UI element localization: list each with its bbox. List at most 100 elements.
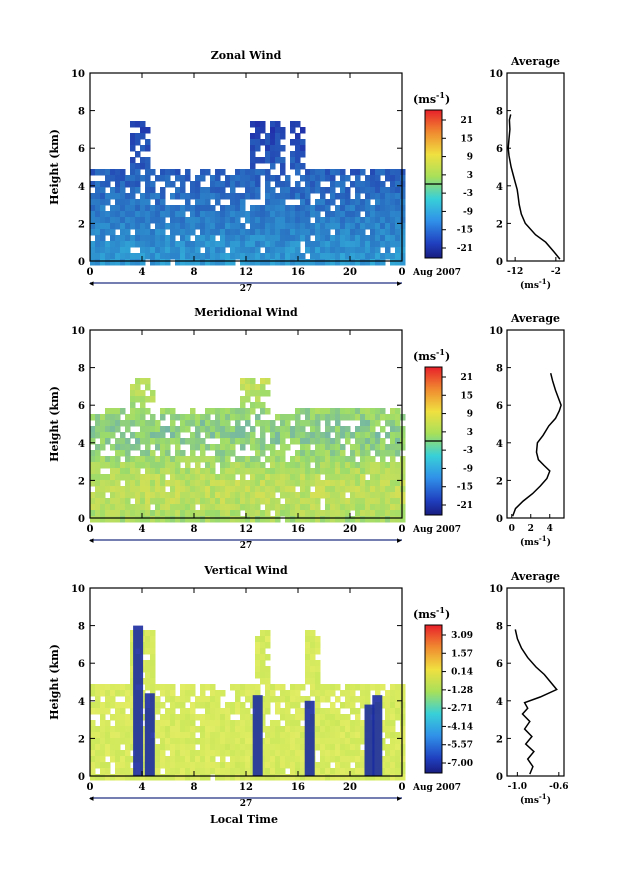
zonal-profile-y-tick: 8 (496, 107, 503, 118)
x-axis-label: Local Time (210, 813, 278, 826)
zonal-profile-unit: (ms-1) (520, 277, 551, 291)
meridional-colorbar-tick: 15 (460, 391, 473, 401)
zonal-colorbar-tick: 9 (467, 153, 473, 163)
meridional-y-axis-label: Height (km) (48, 386, 61, 462)
zonal-profile-y-tick: 10 (489, 69, 503, 80)
zonal-y-tick-label: 4 (78, 182, 85, 193)
meridional-x-tick-label: 4 (139, 524, 146, 535)
vertical-colorbar (424, 624, 443, 774)
meridional-profile-y-tick: 10 (489, 326, 503, 337)
zonal-profile-y-tick: 6 (496, 144, 503, 155)
meridional-x-tick-label: 12 (239, 524, 253, 535)
vertical-profile-y-tick: 6 (496, 659, 503, 670)
vertical-profile-frame (506, 587, 565, 777)
vertical-colorbar-tick: 3.09 (451, 631, 473, 641)
vertical-y-tick-label: 0 (78, 772, 85, 783)
vertical-wind-downdraft-column (372, 695, 383, 776)
vertical-y-tick-label: 8 (78, 622, 85, 633)
vertical-colorbar-tick: -5.57 (447, 741, 473, 751)
zonal-profile-y-tick: 4 (496, 182, 503, 193)
vertical-profile-y-tick: 4 (496, 697, 503, 708)
vertical-wind-downdraft-column (304, 700, 315, 776)
vertical-x-tick-label: 4 (139, 782, 146, 793)
zonal-profile-frame (506, 72, 565, 262)
zonal-profile-title: Average (510, 55, 560, 68)
meridional-x-tick-label: 16 (291, 524, 305, 535)
vertical-title: Vertical Wind (203, 564, 288, 577)
vertical-colorbar-tick: -7.00 (447, 759, 473, 769)
meridional-colorbar-tick: -9 (463, 464, 473, 474)
zonal-x-tick-label: 0 (87, 267, 94, 278)
meridional-colorbar-tick: 3 (467, 428, 473, 438)
zonal-x-tick-label: 4 (139, 267, 146, 278)
zonal-x-tick-label: 20 (343, 267, 357, 278)
vertical-profile-y-tick: 8 (496, 622, 503, 633)
meridional-profile-x-tick: 2 (528, 524, 534, 534)
vertical-colorbar-tick: -1.28 (447, 686, 473, 696)
meridional-colorbar-tick: 9 (467, 410, 473, 420)
vertical-profile-unit: (ms-1) (520, 792, 551, 806)
vertical-y-tick-label: 4 (78, 697, 85, 708)
vertical-wind-downdraft-column (144, 693, 155, 776)
meridional-profile-unit: (ms-1) (520, 534, 551, 548)
zonal-y-tick-label: 10 (71, 69, 85, 80)
meridional-profile-y-tick: 8 (496, 364, 503, 375)
vertical-x-tick-label: 20 (343, 782, 357, 793)
zonal-colorbar-tick: -3 (463, 189, 473, 199)
meridional-date-bar-left-marker: ◂ (89, 536, 94, 546)
meridional-day-label: 27 (240, 541, 253, 551)
vertical-wind-downdraft-column (133, 625, 144, 776)
zonal-x-tick-label: 16 (291, 267, 305, 278)
vertical-profile-title: Average (510, 570, 560, 583)
zonal-profile-x-tick: -12 (507, 267, 523, 277)
meridional-profile-line (511, 373, 562, 517)
zonal-x-tick-label: 0 (399, 267, 406, 278)
meridional-y-tick-label: 4 (78, 439, 85, 450)
meridional-date-bar-right-marker: ▸ (397, 536, 402, 546)
zonal-day-label: 27 (240, 284, 253, 294)
vertical-date-label: Aug 2007 (412, 783, 461, 793)
zonal-date-label: Aug 2007 (412, 268, 461, 278)
zonal-profile-y-tick: 0 (496, 257, 503, 268)
vertical-colorbar-unit: (ms-1) (413, 605, 450, 621)
zonal-colorbar-tick: -21 (457, 244, 473, 254)
vertical-x-tick-label: 16 (291, 782, 305, 793)
meridional-profile-y-tick: 0 (496, 514, 503, 525)
meridional-profile-frame (506, 329, 565, 519)
meridional-colorbar-tick: -15 (457, 483, 473, 493)
meridional-y-tick-label: 8 (78, 364, 85, 375)
vertical-day-label: 27 (240, 799, 253, 809)
zonal-y-tick-label: 0 (78, 257, 85, 268)
zonal-date-bar-right-marker: ▸ (397, 279, 402, 289)
zonal-title: Zonal Wind (211, 49, 282, 62)
zonal-colorbar-unit: (ms-1) (413, 90, 450, 106)
vertical-profile-x-tick: -0.6 (549, 782, 568, 792)
vertical-y-axis-label: Height (km) (48, 644, 61, 720)
zonal-heatmap-cells (90, 121, 406, 266)
vertical-y-tick-label: 2 (78, 734, 85, 745)
meridional-y-tick-label: 2 (78, 476, 85, 487)
zonal-y-tick-label: 8 (78, 107, 85, 118)
zonal-y-axis-label: Height (km) (48, 129, 61, 205)
meridional-colorbar-tick: 21 (460, 373, 473, 383)
meridional-profile-y-tick: 6 (496, 401, 503, 412)
vertical-heatmap-cells (90, 625, 406, 781)
vertical-wind-downdraft-column (252, 695, 263, 776)
meridional-x-tick-label: 0 (399, 524, 406, 535)
vertical-x-tick-label: 12 (239, 782, 253, 793)
vertical-profile-y-tick: 10 (489, 584, 503, 595)
vertical-colorbar-tick: -4.14 (447, 722, 473, 732)
vertical-profile-y-tick: 2 (496, 734, 503, 745)
meridional-date-label: Aug 2007 (412, 525, 461, 535)
meridional-profile-y-tick: 2 (496, 476, 503, 487)
meridional-colorbar-tick: -21 (457, 501, 473, 511)
meridional-profile-x-tick: 4 (547, 524, 553, 534)
vertical-profile-x-tick: -1.0 (508, 782, 527, 792)
vertical-colorbar-tick: 0.14 (451, 668, 473, 678)
zonal-colorbar-tick: -9 (463, 207, 473, 217)
zonal-profile-y-tick: 2 (496, 219, 503, 230)
meridional-y-tick-label: 10 (71, 326, 85, 337)
